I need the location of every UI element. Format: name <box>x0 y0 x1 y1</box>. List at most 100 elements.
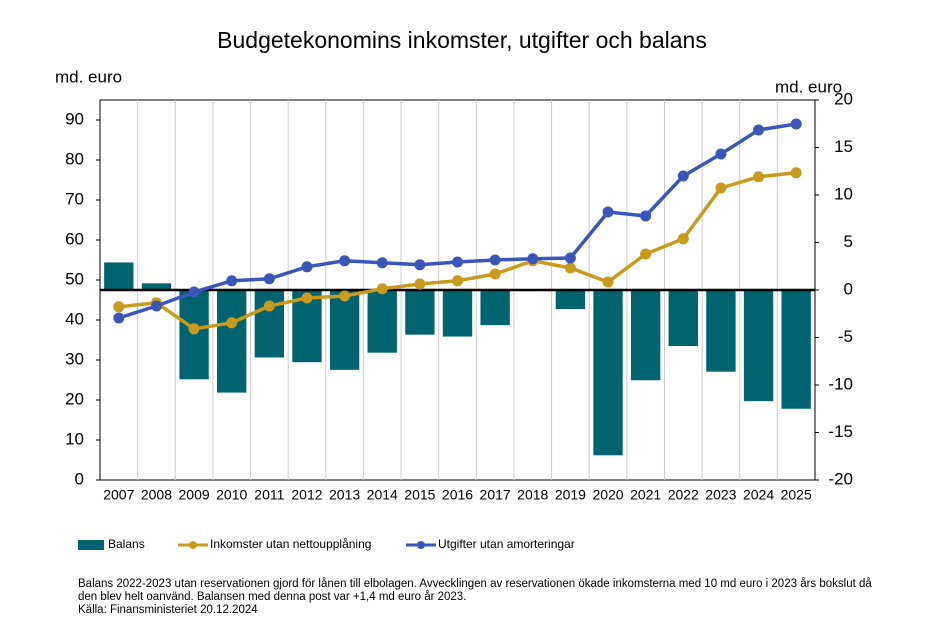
x-tick-label: 2007 <box>103 487 134 503</box>
point <box>226 275 238 287</box>
bar <box>254 290 285 358</box>
point <box>339 255 351 267</box>
note: den blev helt oanvänd. Balansen med denn… <box>78 591 466 603</box>
y2-tick-label: 15 <box>834 137 853 156</box>
y-tick-label: 70 <box>65 189 84 208</box>
y-tick-label: 10 <box>65 429 84 448</box>
point <box>376 257 388 269</box>
point <box>188 286 200 298</box>
point <box>226 317 238 329</box>
y2-tick-label: 10 <box>834 184 853 203</box>
x-tick-label: 2010 <box>216 487 247 503</box>
point <box>113 301 125 313</box>
y2-tick-label: -15 <box>828 422 853 441</box>
x-tick-label: 2021 <box>630 487 661 503</box>
x-tick-label: 2022 <box>668 487 699 503</box>
y2-axis-label: md. euro <box>775 77 842 96</box>
bar <box>442 290 473 337</box>
y-axis-label: md. euro <box>55 67 122 86</box>
point <box>564 252 576 264</box>
y2-tick-label: 0 <box>844 279 853 298</box>
bar <box>706 290 736 372</box>
legend-label: Balans <box>108 537 145 551</box>
legend-label: Utgifter utan amorteringar <box>438 537 575 551</box>
bar <box>668 290 698 347</box>
point <box>489 254 501 266</box>
x-tick-label: 2018 <box>517 487 548 503</box>
bar <box>593 290 623 456</box>
point <box>113 312 125 324</box>
legend-swatch <box>78 540 104 550</box>
point <box>452 275 463 287</box>
y2-tick-label: -5 <box>838 327 853 346</box>
point <box>414 278 426 290</box>
legend-swatch <box>189 541 197 549</box>
x-tick-label: 2016 <box>442 487 473 503</box>
point <box>753 171 765 183</box>
point <box>376 283 388 295</box>
bar <box>781 290 811 409</box>
bar <box>555 290 586 309</box>
y-tick-label: 0 <box>75 469 84 488</box>
y-tick-label: 80 <box>65 149 84 168</box>
bar <box>480 290 510 326</box>
bar <box>367 290 397 353</box>
x-tick-label: 2013 <box>329 487 360 503</box>
point <box>790 118 802 130</box>
point <box>602 276 614 288</box>
bar <box>743 290 774 402</box>
point <box>715 182 727 194</box>
point <box>150 300 162 312</box>
point <box>489 268 501 280</box>
bar <box>217 290 247 393</box>
chart-title: Budgetekonomins inkomster, utgifter och … <box>217 27 707 53</box>
y2-tick-label: -10 <box>828 374 853 393</box>
point <box>414 259 426 271</box>
point <box>263 273 275 285</box>
x-tick-label: 2008 <box>141 487 172 503</box>
x-tick-label: 2017 <box>480 487 511 503</box>
y-tick-label: 60 <box>65 229 84 248</box>
x-tick-label: 2011 <box>254 487 284 503</box>
y2-tick-label: 20 <box>834 89 853 108</box>
x-tick-label: 2014 <box>367 487 398 503</box>
y-tick-label: 30 <box>65 349 84 368</box>
bar <box>179 290 209 380</box>
y2-tick-label: 5 <box>844 232 853 251</box>
x-tick-label: 2012 <box>291 487 322 503</box>
bar <box>405 290 435 335</box>
note: Källa: Finansministeriet 20.12.2024 <box>78 604 258 616</box>
bar <box>329 290 360 370</box>
point <box>301 261 313 273</box>
x-tick-label: 2020 <box>592 487 623 503</box>
bar <box>630 290 661 381</box>
y-tick-label: 50 <box>65 269 84 288</box>
x-tick-label: 2025 <box>781 487 812 503</box>
bar <box>141 283 172 290</box>
point <box>640 210 652 222</box>
x-tick-label: 2023 <box>705 487 736 503</box>
x-tick-label: 2024 <box>743 487 774 503</box>
note: Balans 2022-2023 utan reservationen gjor… <box>78 578 872 590</box>
point <box>640 248 652 260</box>
point <box>263 300 275 312</box>
point <box>602 206 614 218</box>
point <box>527 253 539 265</box>
point <box>301 292 313 304</box>
legend-swatch <box>417 541 425 549</box>
x-tick-label: 2019 <box>555 487 586 503</box>
point <box>452 256 463 268</box>
point <box>753 124 765 136</box>
y-tick-label: 40 <box>65 309 84 328</box>
bar <box>104 262 134 290</box>
x-tick-label: 2009 <box>179 487 210 503</box>
legend-label: Inkomster utan nettoupplåning <box>210 537 371 551</box>
point <box>339 290 351 302</box>
point <box>677 233 689 245</box>
y-tick-label: 90 <box>65 109 84 128</box>
point <box>790 167 802 179</box>
y-tick-label: 20 <box>65 389 84 408</box>
x-tick-label: 2015 <box>404 487 435 503</box>
